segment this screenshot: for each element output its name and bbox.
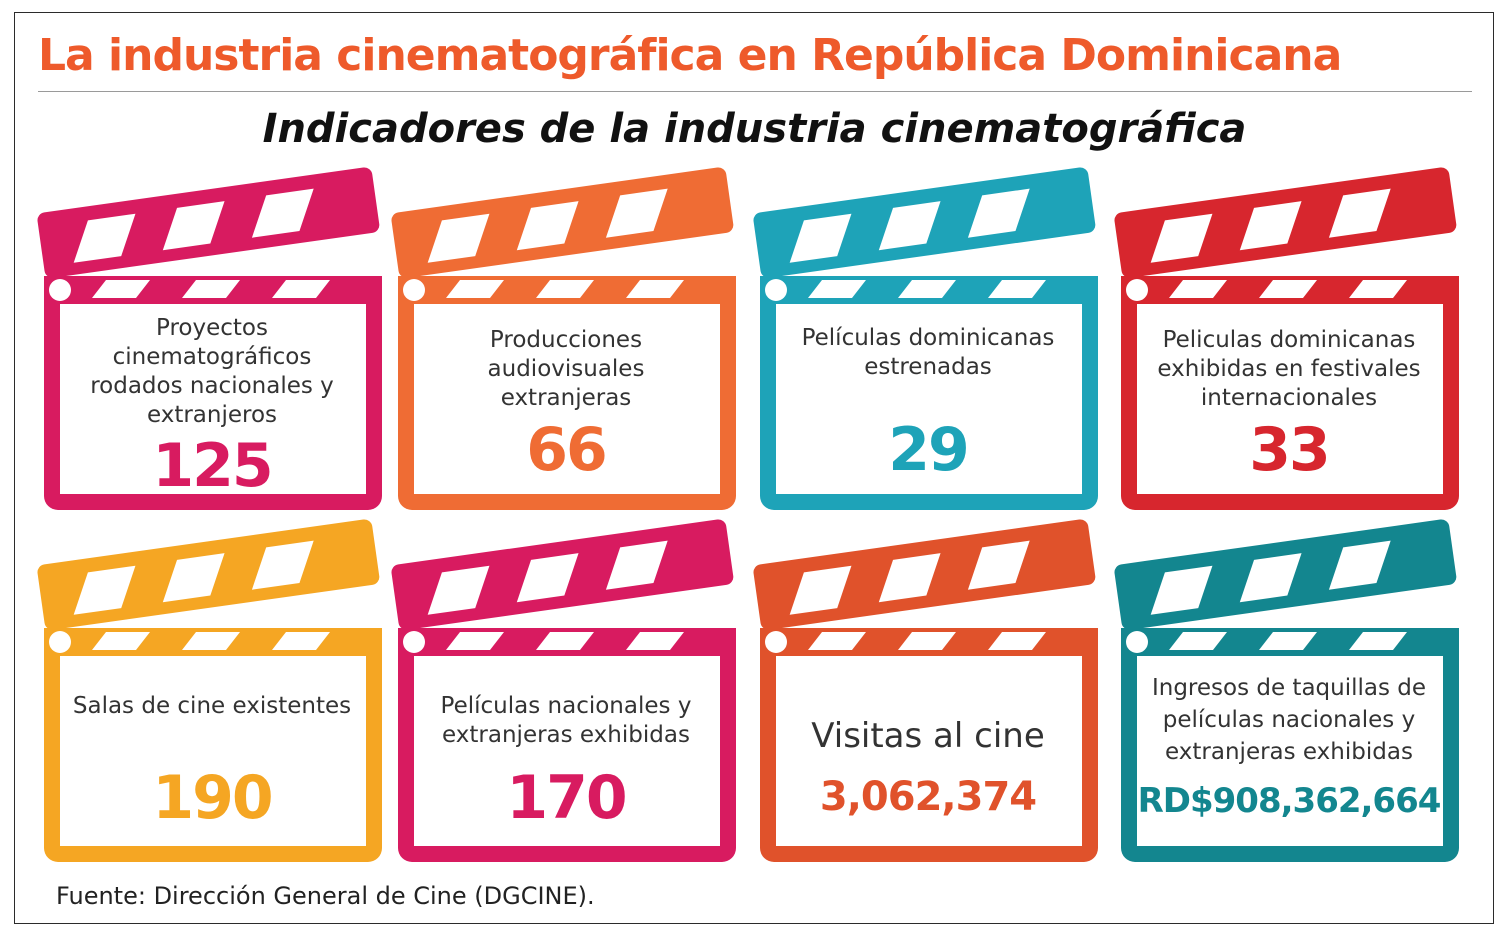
page-title: La industria cinematográfica en Repúblic…	[38, 30, 1342, 81]
indicator-label: Películas dominicanas estrenadas	[801, 325, 1055, 380]
indicator-label: Ingresos de taquillas de películas nacio…	[1151, 675, 1427, 765]
indicator-card-projects: Proyectos cinematográficos rodados nacio…	[36, 167, 388, 510]
clapperboard-icon	[753, 167, 1098, 510]
indicator-value: 190	[152, 763, 273, 833]
indicator-value: 3,062,374	[819, 774, 1037, 820]
indicator-label: Proyectos cinematográficos rodados nacio…	[90, 315, 334, 428]
clapperboard-icon	[37, 167, 382, 510]
indicator-card-foreign-productions: Producciones audiovisuales extranjeras 6…	[390, 167, 742, 510]
indicator-value: 33	[1249, 415, 1331, 485]
indicator-value: 29	[888, 415, 970, 485]
indicator-value: 66	[526, 415, 608, 485]
indicator-card-festival-films: Peliculas dominicanas exhibidas en festi…	[1113, 167, 1465, 510]
clapperboard-icon	[37, 519, 382, 862]
clapperboard-icon	[391, 167, 736, 510]
indicator-card-exhibited-films: Películas nacionales y extranjeras exhib…	[390, 519, 742, 862]
indicator-label: Salas de cine existentes	[72, 693, 352, 719]
indicator-card-cinema-halls: Salas de cine existentes 190	[36, 519, 388, 862]
title-divider	[38, 91, 1472, 92]
source-note: Fuente: Dirección General de Cine (DGCIN…	[56, 882, 595, 910]
indicator-label: Peliculas dominicanas exhibidas en festi…	[1157, 327, 1421, 411]
indicator-value: 170	[506, 763, 627, 833]
clapperboard-icon	[1114, 167, 1459, 510]
indicator-card-box-office: Ingresos de taquillas de películas nacio…	[1113, 519, 1465, 862]
clapperboard-icon	[391, 519, 736, 862]
indicator-label: Producciones audiovisuales extranjeras	[487, 327, 645, 411]
clapperboard-icon	[753, 519, 1098, 862]
indicator-card-premiered-films: Películas dominicanas estrenadas 29	[752, 167, 1104, 510]
indicator-value: RD$908,362,664	[1137, 781, 1442, 821]
clapperboard-icon	[1114, 519, 1459, 862]
indicator-label: Visitas al cine	[811, 716, 1045, 756]
indicator-value: 125	[152, 431, 273, 501]
indicator-label: Películas nacionales y extranjeras exhib…	[440, 693, 692, 748]
page-subtitle: Indicadores de la industria cinematográf…	[262, 106, 1247, 152]
indicator-card-cinema-visits: Visitas al cine 3,062,374	[752, 519, 1104, 862]
